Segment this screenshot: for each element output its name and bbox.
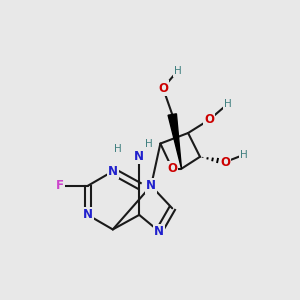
Text: N: N: [146, 179, 156, 192]
Text: H: H: [114, 144, 122, 154]
Text: H: H: [224, 99, 232, 109]
Text: N: N: [83, 208, 93, 221]
Polygon shape: [168, 114, 182, 169]
Text: N: N: [108, 165, 118, 178]
Text: O: O: [158, 82, 168, 94]
Text: N: N: [134, 150, 144, 163]
Text: N: N: [154, 225, 164, 238]
Text: H: H: [240, 150, 248, 160]
Text: F: F: [56, 179, 64, 192]
Text: H: H: [174, 66, 182, 76]
Text: O: O: [204, 113, 214, 126]
Text: O: O: [167, 162, 177, 175]
Text: H: H: [145, 139, 152, 149]
Text: O: O: [220, 156, 230, 169]
